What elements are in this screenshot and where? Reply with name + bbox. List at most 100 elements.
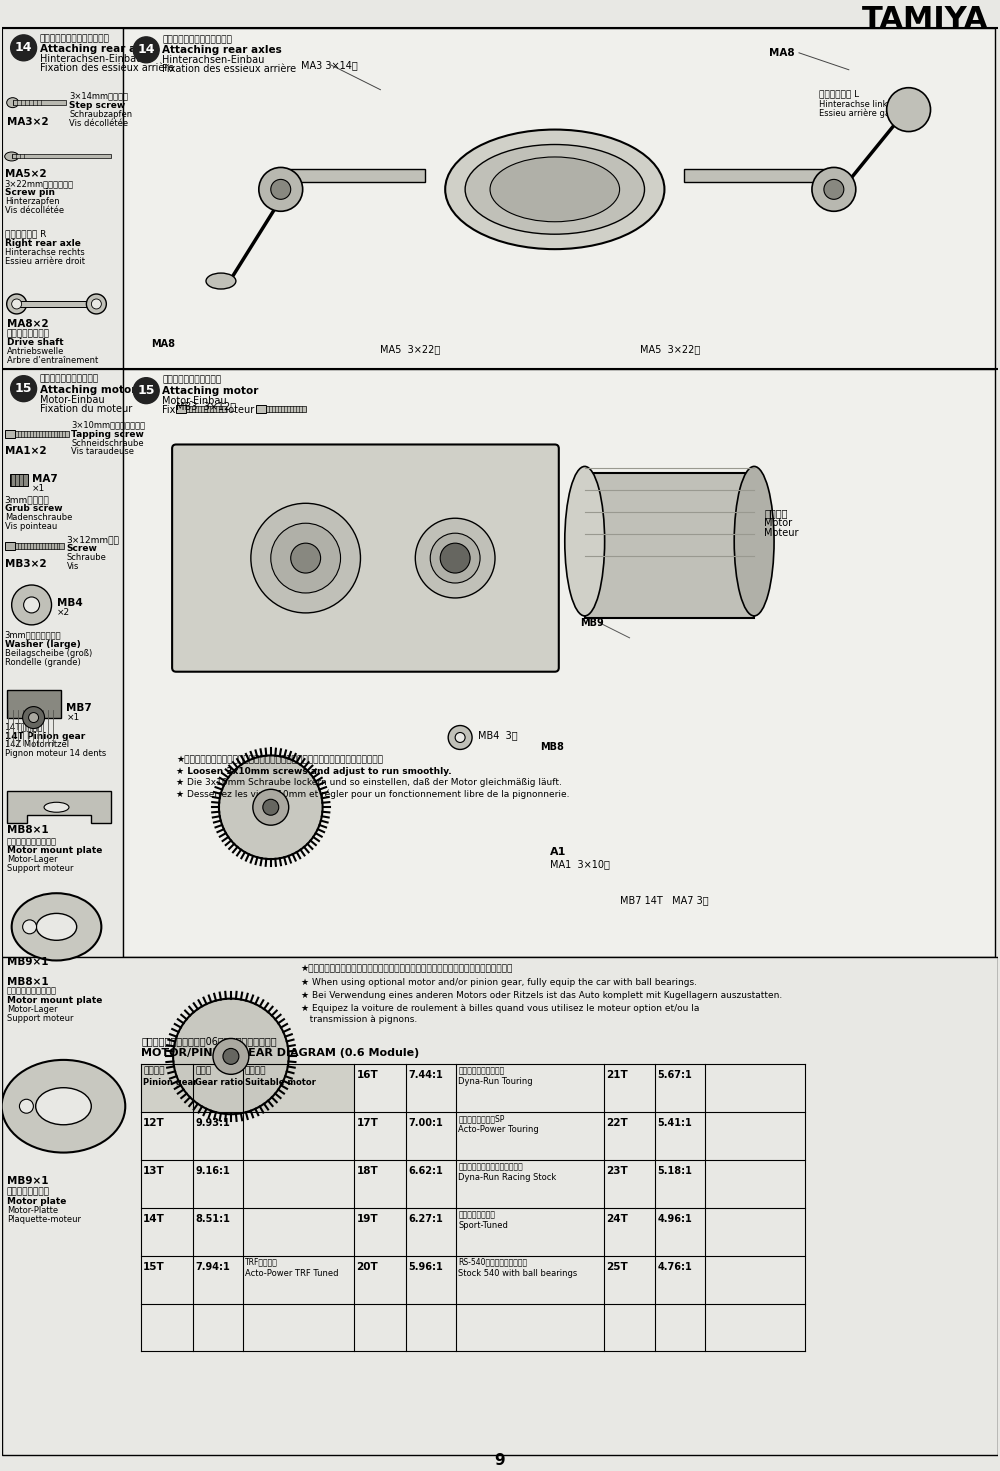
Text: Drive shaft: Drive shaft — [7, 338, 63, 347]
Ellipse shape — [12, 893, 101, 961]
Bar — [406, 1208, 456, 1256]
Text: ＜モーターの取り付け＞: ＜モーターの取り付け＞ — [162, 375, 221, 385]
Text: MA1×2: MA1×2 — [5, 447, 46, 456]
Text: ＜リヤアクスルの取り付け＞: ＜リヤアクスルの取り付け＞ — [162, 35, 232, 44]
Text: Right rear axle: Right rear axle — [5, 240, 81, 249]
Text: Step screw: Step screw — [69, 100, 126, 110]
Text: Attaching motor: Attaching motor — [162, 385, 259, 396]
Bar — [354, 1112, 406, 1161]
Bar — [604, 1208, 655, 1256]
Ellipse shape — [490, 157, 620, 222]
Polygon shape — [7, 791, 111, 824]
Text: Pignon moteur 14 dents: Pignon moteur 14 dents — [5, 749, 106, 759]
Bar — [123, 28, 995, 369]
Text: Sport-Tuned: Sport-Tuned — [458, 1221, 508, 1230]
FancyBboxPatch shape — [172, 444, 559, 672]
FancyBboxPatch shape — [5, 543, 15, 550]
Bar — [456, 1208, 604, 1256]
Text: リヤアクスル L: リヤアクスル L — [819, 90, 859, 99]
Circle shape — [440, 543, 470, 574]
Text: 16T: 16T — [356, 1071, 378, 1080]
Text: Plaquette-moteur: Plaquette-moteur — [7, 1215, 81, 1224]
Circle shape — [19, 1099, 33, 1114]
Text: MA3 3×14㎜: MA3 3×14㎜ — [301, 60, 357, 69]
Text: 3mmワッシャ（大）: 3mmワッシャ（大） — [5, 631, 61, 640]
Text: Hinterachse rechts: Hinterachse rechts — [5, 249, 84, 257]
Text: Attaching rear axles: Attaching rear axles — [40, 44, 159, 54]
Bar — [193, 1065, 243, 1112]
Text: 19T: 19T — [356, 1214, 378, 1224]
Ellipse shape — [44, 802, 69, 812]
Ellipse shape — [36, 913, 77, 940]
Text: ドライブシャフト: ドライブシャフト — [7, 330, 50, 338]
Text: 24T: 24T — [606, 1214, 628, 1224]
Text: transmission à pignons.: transmission à pignons. — [301, 1015, 417, 1024]
Text: 9.93:1: 9.93:1 — [195, 1118, 230, 1128]
Text: ×1: ×1 — [32, 484, 45, 493]
Text: MA1  3×10㎜: MA1 3×10㎜ — [550, 859, 610, 869]
Text: MB7 14T   MA7 3㎜: MB7 14T MA7 3㎜ — [620, 894, 708, 905]
Text: Motor-Lager: Motor-Lager — [7, 1005, 57, 1014]
Text: モーター: モーター — [245, 1066, 266, 1075]
Ellipse shape — [445, 129, 664, 249]
Text: 22T: 22T — [606, 1118, 627, 1128]
Text: Washer (large): Washer (large) — [5, 640, 80, 649]
Text: 20T: 20T — [356, 1262, 378, 1272]
Bar — [243, 1208, 354, 1256]
Text: Schraube: Schraube — [66, 553, 106, 562]
Text: スポーツチューン: スポーツチューン — [458, 1209, 495, 1219]
Text: 14Tピニオン: 14Tピニオン — [5, 722, 43, 731]
Ellipse shape — [291, 543, 321, 574]
Text: Schneidschraube: Schneidschraube — [71, 438, 144, 447]
Circle shape — [253, 790, 289, 825]
Ellipse shape — [7, 97, 19, 107]
Text: 5.41:1: 5.41:1 — [657, 1118, 692, 1128]
Text: Gear ratio: Gear ratio — [195, 1078, 243, 1087]
Bar — [655, 1208, 705, 1256]
Text: MOTOR/PINION GEAR DIAGRAM (0.6 Module): MOTOR/PINION GEAR DIAGRAM (0.6 Module) — [141, 1049, 419, 1059]
Bar — [604, 1112, 655, 1161]
Bar — [141, 1065, 193, 1112]
Text: Attaching rear axles: Attaching rear axles — [162, 44, 282, 54]
Text: 7.00:1: 7.00:1 — [408, 1118, 443, 1128]
Text: Hinterzapfen: Hinterzapfen — [5, 197, 59, 206]
Text: Stock 540 with ball bearings: Stock 540 with ball bearings — [458, 1268, 577, 1278]
Circle shape — [455, 733, 465, 743]
Bar — [684, 169, 829, 182]
Circle shape — [86, 294, 106, 313]
Bar — [141, 1112, 193, 1161]
Ellipse shape — [206, 274, 236, 288]
Text: Acto-Power Touring: Acto-Power Touring — [458, 1125, 539, 1134]
Text: Beilagscheibe (groß): Beilagscheibe (groß) — [5, 649, 92, 658]
Text: 9.16:1: 9.16:1 — [195, 1167, 230, 1175]
Text: 3×22mmスクリュピン: 3×22mmスクリュピン — [5, 179, 74, 188]
Bar — [354, 1208, 406, 1256]
Text: 7.44:1: 7.44:1 — [408, 1071, 443, 1080]
Text: MA8: MA8 — [151, 338, 175, 349]
Ellipse shape — [251, 503, 360, 613]
Text: ＜モーターの取り付け＞: ＜モーターの取り付け＞ — [40, 375, 99, 384]
Bar — [585, 474, 754, 618]
Bar — [705, 1208, 805, 1256]
Circle shape — [11, 35, 37, 60]
Text: Fixation des essieux arrière: Fixation des essieux arrière — [162, 63, 296, 74]
Text: Suitable motor: Suitable motor — [245, 1078, 316, 1087]
Circle shape — [91, 299, 101, 309]
Text: Tapping screw: Tapping screw — [71, 430, 144, 438]
Text: モーター: モーター — [764, 509, 788, 518]
Bar — [705, 1112, 805, 1161]
Text: 14T Pinion gear: 14T Pinion gear — [5, 731, 85, 740]
Text: Screw: Screw — [66, 544, 97, 553]
Text: ★モーターを換えたりピニオン枚数を上げる場合は必ずフルベアリングにして下さい。: ★モーターを換えたりピニオン枚数を上げる場合は必ずフルベアリングにして下さい。 — [301, 965, 513, 974]
Text: Hinterachse links: Hinterachse links — [819, 100, 892, 109]
Circle shape — [133, 37, 159, 63]
Circle shape — [259, 168, 303, 212]
Circle shape — [23, 919, 37, 934]
Text: Motor: Motor — [764, 518, 792, 528]
Text: Moteur: Moteur — [764, 528, 799, 538]
Text: 15: 15 — [15, 382, 32, 396]
Text: 12T: 12T — [143, 1118, 165, 1128]
Ellipse shape — [565, 466, 605, 616]
Text: MB9×1: MB9×1 — [7, 956, 48, 966]
Bar — [186, 406, 226, 412]
